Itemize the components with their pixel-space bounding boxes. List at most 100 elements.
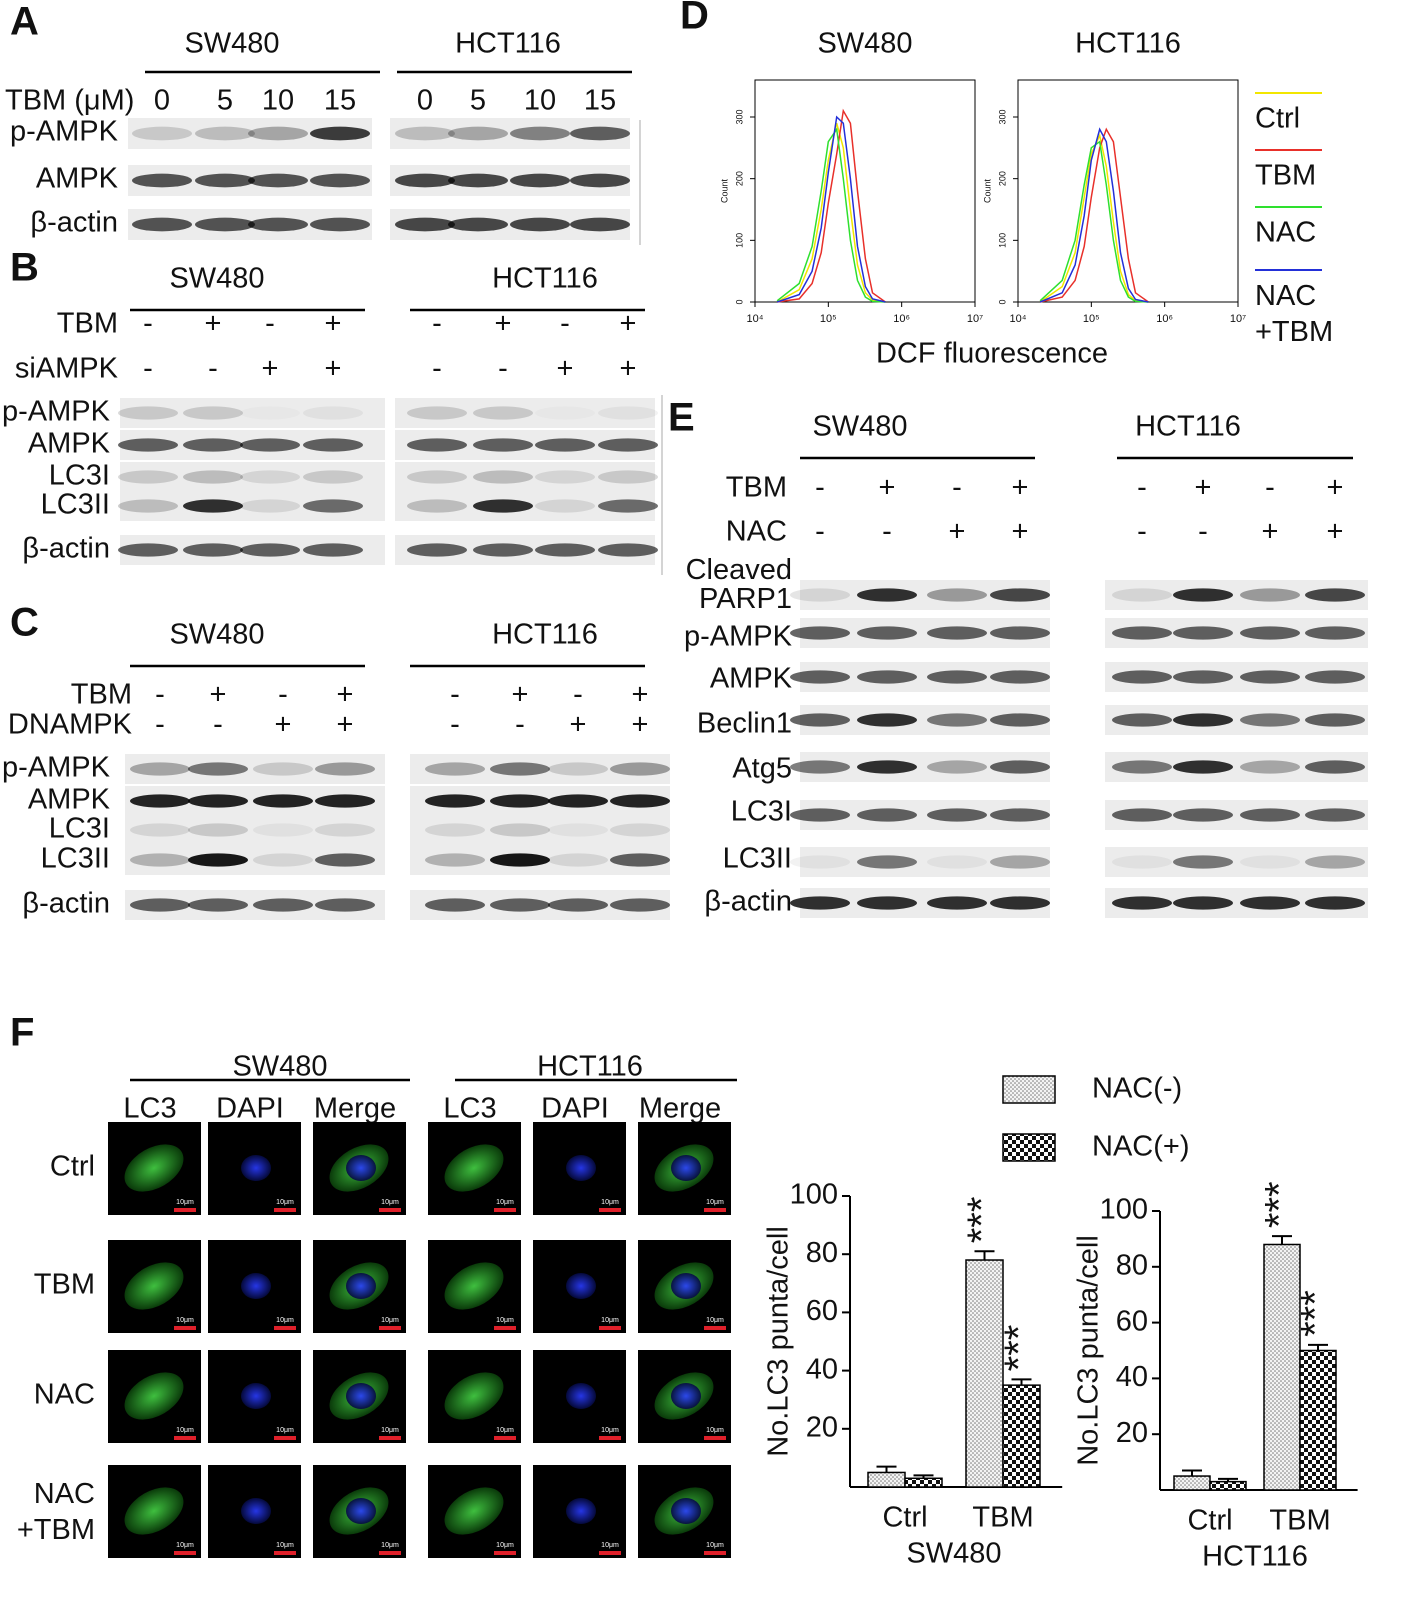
nucleus — [671, 1273, 701, 1299]
row-label: LC3II — [41, 843, 110, 875]
scale-bar — [494, 1208, 516, 1212]
band — [570, 217, 630, 232]
band — [315, 898, 375, 912]
condition-label: TBM (μM) — [5, 85, 134, 117]
band — [610, 794, 670, 808]
band — [425, 853, 485, 867]
cell-line: SW480 — [169, 619, 264, 651]
cell-line: SW480 — [232, 1051, 327, 1083]
band — [315, 762, 375, 776]
band — [927, 855, 987, 869]
band — [1173, 855, 1233, 869]
band — [425, 898, 485, 912]
channel-label: LC3 — [123, 1093, 176, 1125]
band — [1305, 670, 1365, 684]
nucleus — [241, 1383, 271, 1409]
scale-bar — [704, 1208, 726, 1212]
band — [195, 126, 255, 141]
legend-swatch — [1002, 1075, 1056, 1104]
scale-label: 10μm — [496, 1317, 514, 1324]
y-tick-label: 80 — [806, 1237, 838, 1269]
legend-label: NAC +TBM — [1255, 280, 1333, 348]
band — [310, 126, 370, 141]
band — [1112, 855, 1172, 869]
channel-label: Merge — [314, 1093, 396, 1125]
x-tick-label: 10⁷ — [967, 313, 983, 325]
cell-line: HCT116 — [492, 263, 598, 295]
band — [303, 499, 363, 513]
band — [548, 898, 608, 912]
band — [183, 470, 243, 484]
legend-label: NAC(-) — [1092, 1073, 1182, 1105]
scale-bar — [494, 1326, 516, 1330]
band — [1305, 626, 1365, 640]
band — [303, 438, 363, 452]
sign: - — [882, 516, 892, 548]
nucleus — [566, 1498, 596, 1524]
sign: + — [1195, 472, 1212, 504]
band — [1173, 670, 1233, 684]
x-tick-label: 10⁶ — [893, 313, 910, 325]
sign: + — [879, 472, 896, 504]
band — [1240, 588, 1300, 602]
band — [473, 470, 533, 484]
band — [1173, 896, 1233, 910]
cell-line: HCT116 — [492, 619, 598, 651]
scale-label: 10μm — [706, 1199, 724, 1206]
y-tick-label: 100 — [790, 1179, 838, 1211]
sign: - — [1265, 472, 1275, 504]
sign: + — [1327, 472, 1344, 504]
band — [188, 898, 248, 912]
band — [448, 217, 508, 232]
band — [535, 470, 595, 484]
bar — [1299, 1349, 1337, 1491]
cell-signal — [124, 1144, 184, 1192]
sign: + — [570, 709, 587, 741]
panel-letter: C — [10, 601, 39, 645]
y-tick-label: 0 — [734, 299, 744, 304]
cell-signal — [124, 1487, 184, 1535]
band — [790, 808, 850, 822]
dose: 15 — [584, 85, 616, 117]
x-tick-label: 10⁵ — [820, 313, 837, 325]
sign: + — [620, 353, 637, 385]
scale-label: 10μm — [496, 1427, 514, 1434]
band — [490, 762, 550, 776]
scale-label: 10μm — [176, 1542, 194, 1549]
band — [790, 855, 850, 869]
histogram-line — [776, 115, 886, 303]
scale-bar — [274, 1436, 296, 1440]
cell-signal — [444, 1262, 504, 1310]
band — [598, 438, 658, 452]
x-tick-label: TBM — [972, 1502, 1033, 1534]
band — [183, 499, 243, 513]
histogram-line — [1039, 127, 1149, 303]
band — [490, 853, 550, 867]
error-bar — [1272, 1235, 1292, 1245]
y-tick-label: 100 — [734, 233, 744, 248]
band — [425, 823, 485, 837]
row-label: AMPK — [36, 163, 119, 195]
sign: - — [265, 308, 275, 340]
scale-bar — [274, 1551, 296, 1555]
sign: + — [1012, 516, 1029, 548]
panel-letter: D — [680, 0, 709, 38]
scale-label: 10μm — [601, 1427, 619, 1434]
scale-label: 10μm — [496, 1542, 514, 1549]
legend-swatch — [1002, 1133, 1056, 1162]
band — [857, 626, 917, 640]
y-tick-label: 60 — [806, 1295, 838, 1327]
scale-bar — [379, 1551, 401, 1555]
band — [1173, 626, 1233, 640]
y-tick-label: 100 — [997, 233, 1007, 248]
band — [610, 898, 670, 912]
y-tick-label: 300 — [997, 109, 1007, 124]
band — [1112, 626, 1172, 640]
band — [407, 543, 467, 557]
band — [315, 794, 375, 808]
bar — [1209, 1480, 1247, 1491]
band — [132, 126, 192, 141]
band — [253, 853, 313, 867]
row-label: β-actin — [30, 207, 118, 239]
